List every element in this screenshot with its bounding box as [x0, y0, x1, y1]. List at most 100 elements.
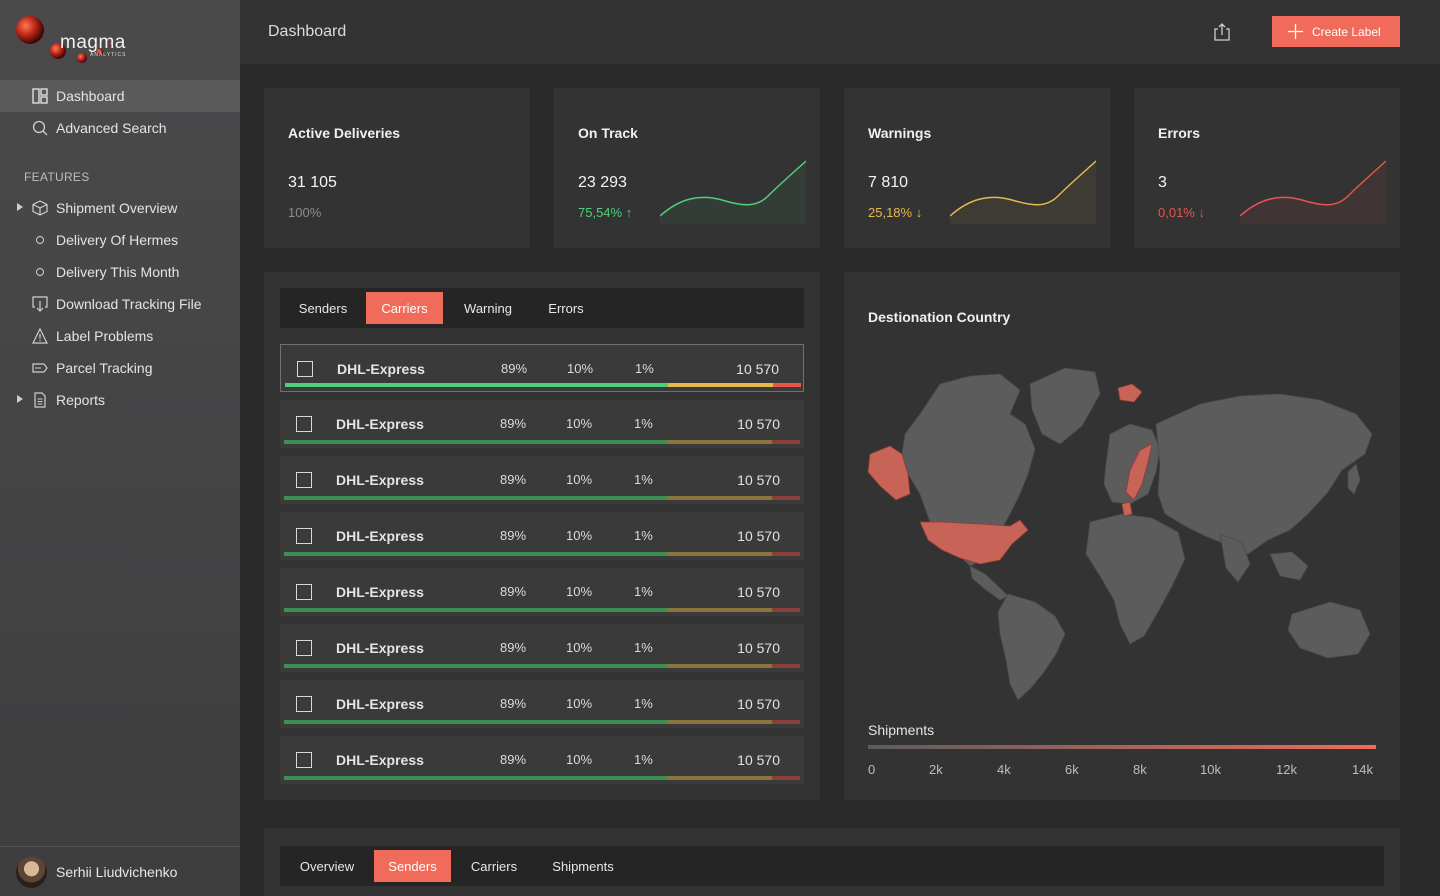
sidebar-item-download-tracking-file[interactable]: Download Tracking File [0, 288, 240, 320]
warning-percent: 10% [566, 472, 593, 487]
share-icon[interactable] [1212, 22, 1232, 42]
status-progress-bar [284, 440, 800, 444]
bottom-tabs: Overview Senders Carriers Shipments [280, 846, 1384, 886]
on-track-percent: 89% [500, 640, 527, 655]
carrier-tabs: Senders Carriers Warning Errors [280, 288, 804, 328]
tab-overview[interactable]: Overview [299, 858, 355, 874]
germany [1121, 501, 1133, 517]
stat-percentage: 25,18% ↓ [868, 205, 923, 220]
stat-card-active-deliveries: Active Deliveries 31 105 100% [264, 88, 530, 248]
stat-percentage: 100% [288, 205, 322, 220]
japan [1347, 463, 1361, 495]
status-progress-bar [284, 776, 800, 780]
carrier-name: DHL-Express [336, 584, 424, 600]
tab-carriers[interactable]: Carriers [470, 858, 518, 874]
status-progress-bar [284, 496, 800, 500]
stat-value: 23 293 [578, 174, 627, 191]
europe [1103, 423, 1161, 505]
sidebar-item-label: Delivery Of Hermes [56, 232, 179, 248]
row-checkbox[interactable] [296, 416, 312, 432]
row-checkbox[interactable] [296, 584, 312, 600]
create-label-text: Create Label [1312, 25, 1381, 39]
sidebar-item-delivery-of-hermes[interactable]: Delivery Of Hermes [0, 224, 240, 256]
row-checkbox[interactable] [296, 528, 312, 544]
stat-title: Active Deliveries [288, 125, 401, 141]
warning-percent: 10% [567, 361, 594, 376]
sidebar-item-shipment-overview[interactable]: Shipment Overview [0, 192, 240, 224]
table-row[interactable]: DHL-Express 89% 10% 1% 10 570 [280, 344, 804, 392]
carrier-name: DHL-Express [337, 361, 425, 377]
warning-icon [32, 328, 48, 344]
stat-title: On Track [578, 125, 638, 141]
error-percent: 1% [634, 696, 653, 711]
sidebar: magma ANALYTICS Dashboard Advanced Searc… [0, 0, 240, 896]
shipments-legend-bar [868, 745, 1376, 749]
caret-right-icon[interactable] [17, 203, 23, 211]
legend-tick: 2k [929, 762, 943, 777]
row-checkbox[interactable] [297, 361, 313, 377]
shipment-count: 10 570 [737, 528, 780, 544]
legend-tick: 14k [1352, 762, 1373, 777]
document-icon [34, 392, 46, 408]
plus-icon [1288, 24, 1303, 39]
tab-errors[interactable]: Errors [548, 300, 584, 316]
sidebar-item-advanced-search[interactable]: Advanced Search [0, 112, 240, 144]
create-label-button[interactable]: Create Label [1272, 16, 1400, 47]
table-row[interactable]: DHL-Express 89% 10% 1% 10 570 [280, 624, 804, 672]
on-track-percent: 89% [501, 361, 528, 376]
shipment-count: 10 570 [737, 640, 780, 656]
sidebar-item-label: Label Problems [56, 328, 154, 344]
user-profile[interactable]: Serhii Liudvichenko [0, 846, 240, 896]
tab-shipments[interactable]: Shipments [552, 858, 614, 874]
label-icon [32, 363, 48, 373]
carrier-name: DHL-Express [336, 696, 424, 712]
avatar[interactable] [16, 857, 47, 888]
shipment-count: 10 570 [737, 752, 780, 768]
table-row[interactable]: DHL-Express 89% 10% 1% 10 570 [280, 680, 804, 728]
sidebar-item-dashboard[interactable]: Dashboard [0, 80, 240, 112]
on-track-percent: 89% [500, 472, 527, 487]
row-checkbox[interactable] [296, 752, 312, 768]
world-map[interactable] [860, 354, 1388, 702]
tab-senders[interactable]: Senders [298, 300, 348, 316]
stat-card-on-track: On Track 23 293 75,54% ↑ [554, 88, 820, 248]
warning-percent: 10% [566, 752, 593, 767]
table-row[interactable]: DHL-Express 89% 10% 1% 10 570 [280, 512, 804, 560]
caret-right-icon[interactable] [17, 395, 23, 403]
table-row[interactable]: DHL-Express 89% 10% 1% 10 570 [280, 568, 804, 616]
row-checkbox[interactable] [296, 640, 312, 656]
tab-senders[interactable]: Senders [374, 850, 451, 882]
status-progress-bar [284, 608, 800, 612]
warning-percent: 10% [566, 528, 593, 543]
error-percent: 1% [634, 416, 653, 431]
table-row[interactable]: DHL-Express 89% 10% 1% 10 570 [280, 400, 804, 448]
sidebar-item-delivery-this-month[interactable]: Delivery This Month [0, 256, 240, 288]
stat-percentage: 75,54% ↑ [578, 205, 633, 220]
sidebar-item-label: Advanced Search [56, 120, 167, 136]
table-row[interactable]: DHL-Express 89% 10% 1% 10 570 [280, 736, 804, 784]
bottom-panel: Overview Senders Carriers Shipments [264, 828, 1400, 896]
map-title: Destionation Country [868, 309, 1011, 325]
shipment-count: 10 570 [736, 361, 779, 377]
logo[interactable]: magma ANALYTICS [14, 14, 134, 64]
sidebar-item-label: Reports [56, 392, 106, 408]
row-checkbox[interactable] [296, 472, 312, 488]
legend-title: Shipments [868, 722, 935, 738]
tab-warning[interactable]: Warning [464, 300, 512, 316]
on-track-percent: 89% [500, 528, 527, 543]
sidebar-item-parcel-tracking[interactable]: Parcel Tracking [0, 352, 240, 384]
africa [1085, 513, 1186, 645]
sidebar-item-label-problems[interactable]: Label Problems [0, 320, 240, 352]
section-title-features: FEATURES [24, 170, 90, 184]
legend-tick: 6k [1065, 762, 1079, 777]
legend-tick: 8k [1133, 762, 1147, 777]
table-row[interactable]: DHL-Express 89% 10% 1% 10 570 [280, 456, 804, 504]
logo-planets-icon [16, 16, 114, 63]
sidebar-item-label: Shipment Overview [56, 200, 178, 216]
row-checkbox[interactable] [296, 696, 312, 712]
sidebar-item-reports[interactable]: Reports [0, 384, 240, 416]
greenland [1029, 367, 1101, 445]
dashboard-icon [32, 88, 48, 104]
tab-carriers[interactable]: Carriers [366, 292, 443, 324]
sparkline-chart [660, 160, 806, 224]
